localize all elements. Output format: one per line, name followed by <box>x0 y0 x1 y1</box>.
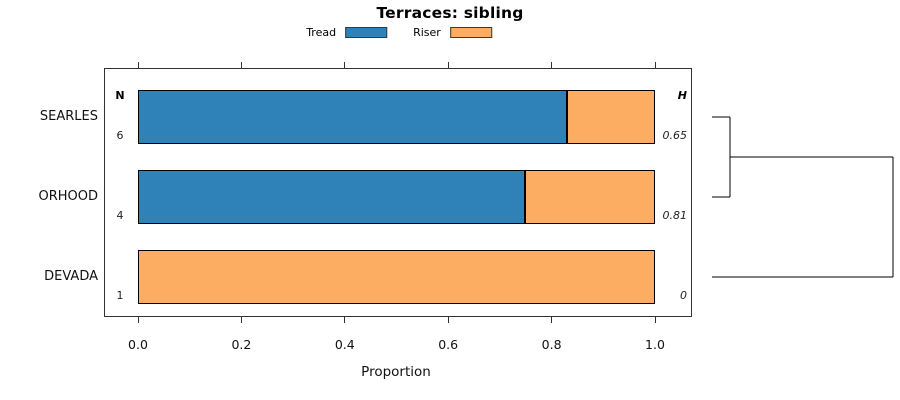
axis-tick-label: 0.4 <box>334 337 355 352</box>
axis-tick-label: 0.2 <box>231 337 252 352</box>
axis-tick-label: 0.8 <box>541 337 562 352</box>
n-value: 4 <box>116 209 124 222</box>
axis-tick-label: 0.0 <box>128 337 148 352</box>
legend-label: Tread <box>306 26 337 39</box>
legend-item: Riser <box>413 26 492 39</box>
axis-tick-top <box>240 62 242 68</box>
axis-tick-bottom <box>344 317 346 323</box>
axis-tick-top <box>137 62 139 68</box>
h-value: 0.81 <box>662 209 688 222</box>
bar-segment-riser <box>138 250 655 304</box>
bar-segment-riser <box>524 170 655 224</box>
axis-tick-bottom <box>551 317 553 323</box>
plot-area <box>104 68 692 317</box>
legend-swatch-tread <box>345 27 388 38</box>
axis-tick-top <box>551 62 553 68</box>
axis-tick-top <box>654 62 656 68</box>
h-value: 0.65 <box>662 129 688 142</box>
bar-segment-tread <box>138 170 525 224</box>
axis-tick-bottom <box>447 317 449 323</box>
axis-tick-bottom <box>240 317 242 323</box>
bar-row <box>138 250 655 304</box>
category-label: ORHOOD <box>38 189 98 204</box>
axis-tick-top <box>447 62 449 68</box>
axis-tick-bottom <box>137 317 139 323</box>
bar-row <box>138 170 655 224</box>
axis-tick-bottom <box>654 317 656 323</box>
category-label: DEVADA <box>44 269 98 284</box>
bar-segment-tread <box>138 90 568 144</box>
bar-segment-riser <box>567 90 655 144</box>
axis-tick-top <box>344 62 346 68</box>
n-value: 6 <box>116 129 124 142</box>
chart-title: Terraces: sibling <box>376 4 524 22</box>
h-value: 0 <box>680 289 687 302</box>
legend-label: Riser <box>413 26 441 39</box>
legend-item: Tread <box>306 26 388 39</box>
axis-tick-label: 1.0 <box>645 337 665 352</box>
legend: Tread Riser <box>306 26 492 39</box>
n-value: 1 <box>116 289 124 302</box>
axis-tick-label: 0.6 <box>438 337 459 352</box>
category-label: SEARLES <box>39 109 98 124</box>
x-axis-title: Proportion <box>361 364 431 380</box>
bar-row <box>138 90 655 144</box>
legend-swatch-riser <box>449 27 492 38</box>
h-column-header: H <box>677 89 687 102</box>
n-column-header: N <box>115 89 125 102</box>
